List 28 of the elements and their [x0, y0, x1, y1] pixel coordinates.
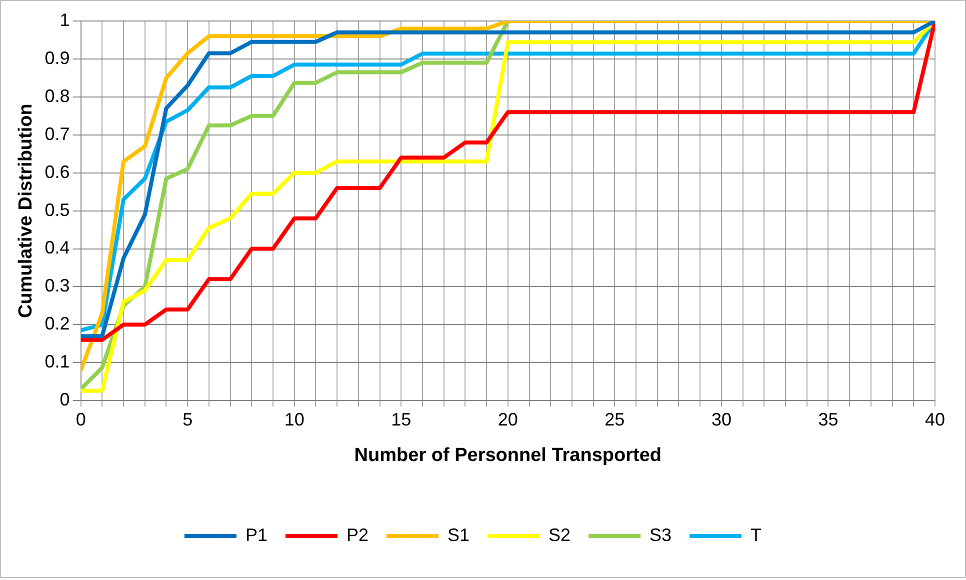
x-tick-label: 35: [818, 409, 838, 430]
legend-label: T: [750, 524, 762, 545]
y-tick-label: 0.9: [44, 48, 70, 68]
y-tick-label: 0.7: [44, 124, 70, 144]
x-tick-label: 0: [76, 409, 86, 430]
legend-label: S3: [650, 524, 672, 545]
legend-label: P1: [245, 524, 268, 545]
x-tick-label: 30: [711, 409, 732, 430]
x-tick-label: 40: [924, 409, 946, 430]
legend-label: S2: [548, 524, 571, 545]
x-tick-label: 20: [498, 409, 518, 430]
x-axis-title: Number of Personnel Transported: [354, 444, 662, 466]
y-tick-label: 0.1: [44, 352, 70, 372]
legend-label: S1: [447, 524, 470, 545]
y-tick-label: 0.2: [44, 314, 70, 334]
x-tick-label: 10: [284, 409, 304, 430]
y-tick-label: 0.3: [44, 276, 70, 296]
y-tick-label: 0.8: [44, 86, 70, 106]
y-axis-title: Cumulative Distribution: [16, 104, 37, 318]
y-tick-label: 0: [60, 390, 70, 410]
y-tick-label: 0.4: [44, 238, 70, 258]
y-tick-label: 0.6: [44, 162, 70, 182]
y-tick-label: 0.5: [44, 200, 70, 220]
x-tick-label: 15: [391, 409, 412, 430]
x-tick-label: 25: [604, 409, 625, 430]
x-tick-label: 5: [182, 409, 193, 430]
legend-label: P2: [346, 524, 369, 545]
y-tick-label: 1: [60, 10, 70, 30]
